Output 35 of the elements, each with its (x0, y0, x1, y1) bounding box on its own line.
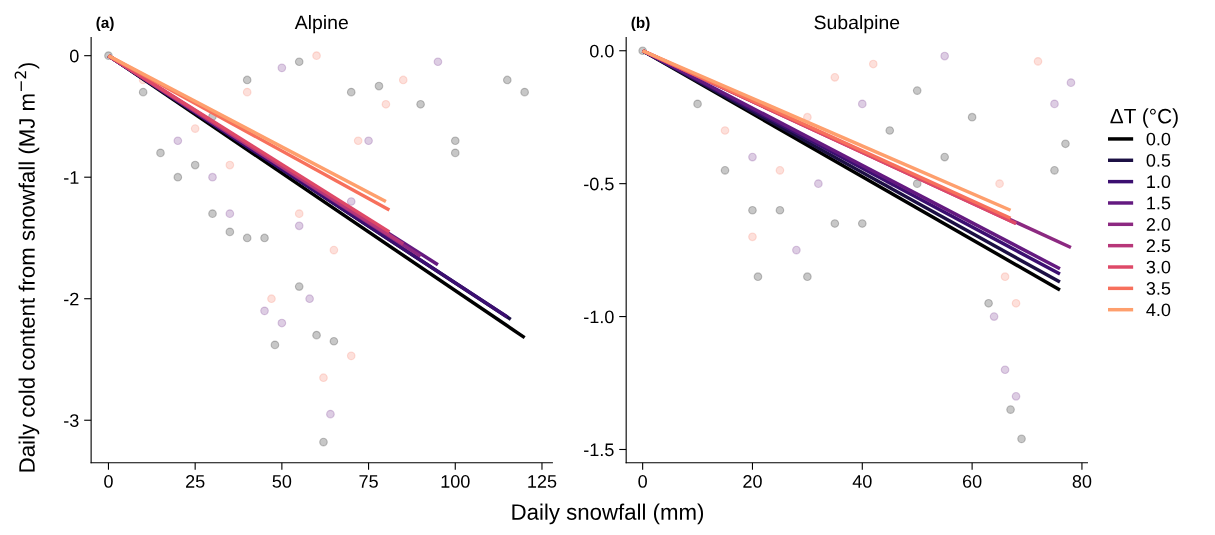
x-tick-label: 75 (359, 475, 378, 488)
y-tick-label: 0 (69, 49, 79, 63)
legend-label: 0.5 (1146, 153, 1171, 167)
y-tick-label: -0.5 (584, 177, 614, 191)
legend-label: 2.5 (1146, 239, 1171, 253)
x-axis-title: Daily snowfall (mm) (512, 503, 704, 525)
x-tick-label: 20 (743, 475, 762, 488)
x-tick-label: 40 (852, 475, 872, 488)
x-tick-label: 0 (638, 475, 647, 488)
legend-title: ΔT (°C) (1110, 108, 1178, 128)
legend-label: 4.0 (1146, 303, 1171, 317)
x-tick-label: 100 (441, 475, 470, 488)
y-tick-label: -3 (64, 414, 79, 427)
legend-label: 3.0 (1146, 260, 1171, 274)
legend-label: 0.0 (1146, 132, 1171, 146)
legend-label: 1.0 (1147, 175, 1171, 189)
x-tick-label: 25 (186, 475, 205, 488)
chart-title: Alpine (294, 15, 348, 34)
chart-title: Subalpine (814, 15, 900, 34)
x-tick-label: 0 (104, 475, 113, 488)
y-tick-label: -2 (64, 292, 79, 306)
y-tick-label: -1 (64, 171, 79, 184)
legend-label: 3.5 (1146, 282, 1171, 295)
y-axis-title: Daily cold content from snowfall (MJ m$^{−2}$) (14, 63, 40, 472)
y-tick-label: -1.0 (584, 310, 614, 324)
y-tick-label: 0.0 (589, 44, 614, 58)
legend-label: 1.5 (1147, 196, 1171, 210)
text: (b) (631, 16, 650, 32)
text: (a) (96, 16, 114, 32)
x-tick-label: 50 (272, 475, 292, 488)
legend-label: 2.0 (1146, 218, 1171, 231)
x-tick-label: 125 (528, 475, 557, 488)
y-tick-label: -1.5 (584, 443, 614, 457)
x-tick-label: 60 (962, 475, 982, 488)
x-tick-label: 80 (1072, 475, 1092, 488)
